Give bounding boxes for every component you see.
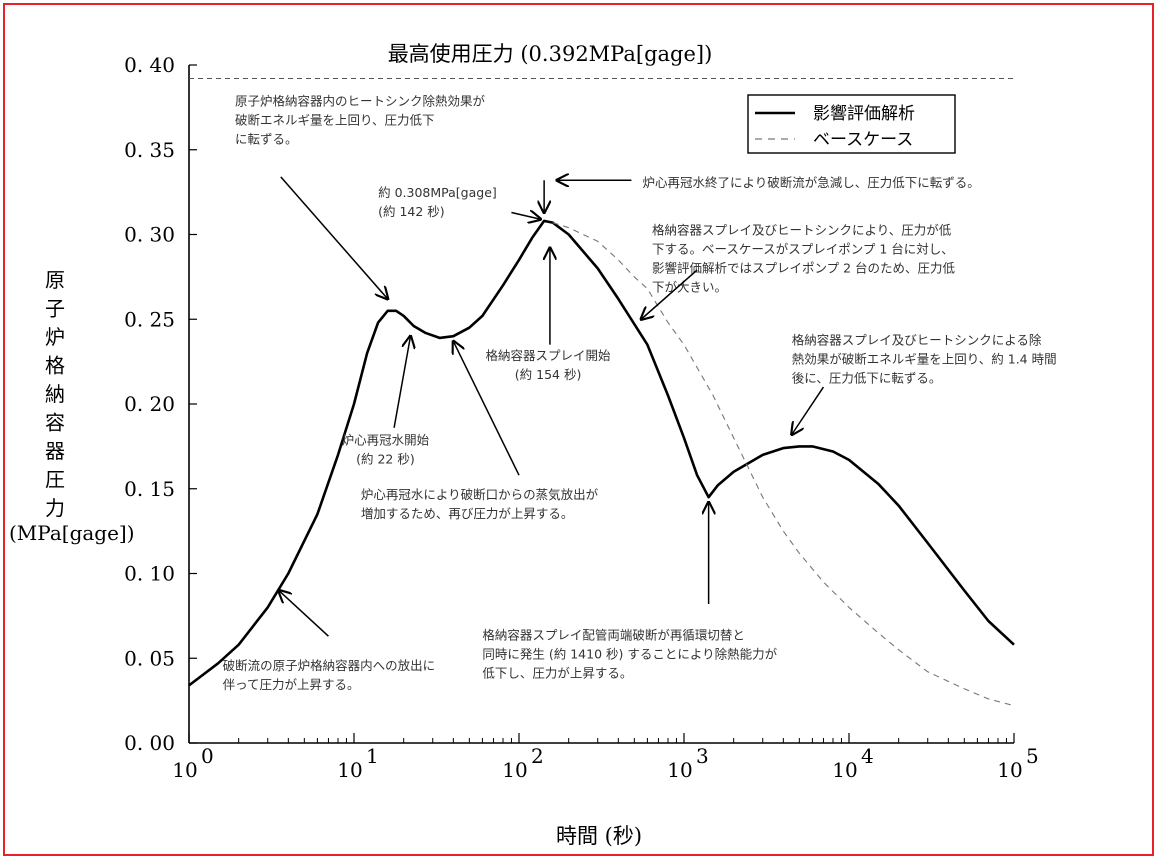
y-axis-unit: (MPa[gage]) xyxy=(9,521,135,545)
x-axis-label: 時間 (秒) xyxy=(556,824,642,848)
annotation-arrow xyxy=(792,386,825,434)
annotation-text: 格納容器スプレイ及びヒートシンクによる除 xyxy=(792,333,1042,348)
x-tick-exponent: 5 xyxy=(1026,744,1039,768)
x-tick-label: 10 xyxy=(502,758,527,782)
annotation-text: 破断エネルギ量を上回り、圧力低下 xyxy=(235,113,435,128)
x-tick-label: 10 xyxy=(337,758,362,782)
annotation-arrow xyxy=(279,590,329,637)
annotation-text: 伴って圧力が上昇する。 xyxy=(223,677,360,692)
annotations: 原子炉格納容器内のヒートシンク除熱効果が破断エネルギ量を上回り、圧力低下に転ずる… xyxy=(223,94,1057,692)
annotation-text: 格納容器スプレイ及びヒートシンクにより、圧力が低 xyxy=(652,223,952,238)
y-axis-label-char: 圧 xyxy=(45,468,65,492)
y-tick-label: 0. 40 xyxy=(124,53,175,77)
chart-frame: 最高使用圧力 (0.392MPa[gage]) 原子炉格納容器圧力 (MPa[g… xyxy=(3,3,1154,856)
annotation-arrow xyxy=(393,336,410,428)
y-axis-label-char: 原 xyxy=(45,268,65,292)
y-axis-label-char: 炉 xyxy=(45,325,65,349)
y-tick-label: 0. 00 xyxy=(124,731,175,755)
y-axis-label-char: 力 xyxy=(45,496,65,520)
y-tick-label: 0. 25 xyxy=(124,307,175,331)
chart-title: 最高使用圧力 (0.392MPa[gage]) xyxy=(388,42,713,66)
annotation-arrow xyxy=(453,341,520,476)
annotation-text: (約 22 秒) xyxy=(356,452,415,467)
series-line-main xyxy=(188,219,1015,687)
annotation-text: 約 0.308MPa[gage] xyxy=(378,185,497,200)
annotation-text: 後に、圧力低下に転ずる。 xyxy=(792,371,942,386)
y-tick-label: 0. 20 xyxy=(124,392,175,416)
annotation-text: 同時に発生 (約 1410 秒) することにより除熱能力が xyxy=(482,647,777,662)
annotation-text: 熱効果が破断エネルギ量を上回り、約 1.4 時間 xyxy=(792,352,1057,367)
x-tick-exponent: 3 xyxy=(696,744,709,768)
annotation-text: 下が大きい。 xyxy=(652,280,727,295)
y-axis-label-char: 格 xyxy=(45,354,65,378)
annotation-text: 炉心再冠水により破断口からの蒸気放出が xyxy=(361,487,599,502)
annotation-text: 原子炉格納容器内のヒートシンク除熱効果が xyxy=(235,94,486,109)
annotation-text: 低下し、圧力が上昇する。 xyxy=(482,666,632,681)
legend: 影響評価解析 ベースケース xyxy=(747,94,956,154)
legend-label-main: 影響評価解析 xyxy=(813,104,915,124)
x-tick-label: 10 xyxy=(172,758,197,782)
y-tick-label: 0. 35 xyxy=(124,138,175,162)
axes: 0. 00 0. 05 0. 10 0. 15 0. 20 0. 25 0. 30 0. 35… xyxy=(124,53,1039,782)
x-tick-label: 10 xyxy=(832,758,857,782)
x-tick-exponent: 2 xyxy=(531,744,544,768)
annotation-text: 炉心再冠水終了により破断流が急減し、圧力低下に転ずる。 xyxy=(642,175,979,190)
x-tick-label: 10 xyxy=(997,758,1022,782)
x-tick-exponent: 4 xyxy=(861,744,874,768)
y-tick-label: 0. 15 xyxy=(124,477,175,501)
annotation-text: 格納容器スプレイ開始 xyxy=(486,348,612,363)
annotation-arrow xyxy=(511,212,540,219)
annotation-text: 影響評価解析ではスプレイポンプ 2 台のため、圧力低 xyxy=(652,261,956,276)
annotation-text: 炉心再冠水開始 xyxy=(342,433,430,448)
series-line-base xyxy=(552,222,1015,707)
y-axis-label-char: 納 xyxy=(45,382,65,406)
annotation-text: 下する。ベースケースがスプレイポンプ 1 台に対し、 xyxy=(652,242,954,257)
annotation-arrow xyxy=(280,176,388,299)
annotation-text: (約 142 秒) xyxy=(378,204,445,219)
annotation-text: に転ずる。 xyxy=(235,132,298,147)
x-tick-exponent: 1 xyxy=(366,744,379,768)
x-tick-exponent: 0 xyxy=(201,744,214,768)
y-axis-label-char: 容 xyxy=(45,411,65,435)
annotation-text: 増加するため、再び圧力が上昇する。 xyxy=(361,506,574,521)
y-tick-label: 0. 10 xyxy=(124,562,175,586)
y-tick-label: 0. 30 xyxy=(124,223,175,247)
annotation-text: (約 154 秒) xyxy=(515,367,582,382)
annotation-arrow xyxy=(641,269,698,319)
y-axis-label-char: 器 xyxy=(45,439,65,463)
plot-area xyxy=(188,78,1015,707)
annotation-text: 破断流の原子炉格納容器内への放出に xyxy=(223,658,436,673)
legend-label-base: ベースケース xyxy=(813,130,913,150)
annotation-text: 格納容器スプレイ配管両端破断が再循環切替と xyxy=(482,628,745,643)
y-axis-label-char: 子 xyxy=(45,297,65,321)
y-tick-label: 0. 05 xyxy=(124,646,175,670)
x-tick-label: 10 xyxy=(667,758,692,782)
